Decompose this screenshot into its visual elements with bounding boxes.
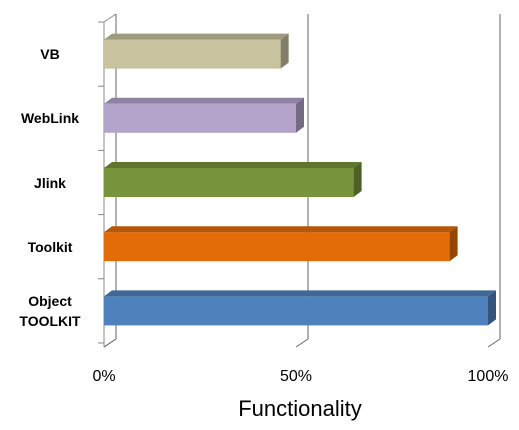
- bar-side: [353, 162, 362, 197]
- bar: [104, 162, 362, 197]
- floor-grid-line: [487, 338, 501, 348]
- category-label: Object TOOLKIT: [19, 292, 81, 329]
- bar: [104, 33, 289, 69]
- x-tick-label: 0%: [92, 368, 115, 385]
- category-label: Toolkit: [27, 238, 73, 255]
- bar-top: [104, 162, 362, 168]
- category-label: WebLink: [20, 110, 80, 127]
- bar-side: [296, 97, 304, 133]
- bar-front: [104, 168, 354, 197]
- bar-front: [104, 39, 281, 69]
- bar-top: [104, 226, 458, 233]
- floor-grid-line: [103, 338, 117, 348]
- wall-edge: [103, 13, 117, 23]
- floor-grid-line: [295, 338, 309, 348]
- bar: [104, 97, 304, 133]
- x-axis-title: Functionality: [238, 396, 362, 421]
- bar: [104, 290, 496, 326]
- category-label: Jlink: [34, 174, 66, 191]
- bar-side: [280, 33, 289, 69]
- bar-top: [104, 33, 289, 40]
- bar-side: [488, 290, 496, 326]
- x-tick-label: 50%: [280, 368, 312, 385]
- bar-top: [104, 97, 304, 104]
- bar: [104, 226, 458, 262]
- bar-top: [104, 290, 496, 297]
- bar-side: [449, 226, 458, 262]
- bar-front: [104, 103, 296, 133]
- category-label: VB: [40, 46, 60, 63]
- x-tick-label: 100%: [468, 368, 509, 385]
- bar-front: [104, 232, 450, 262]
- bar-front: [104, 296, 488, 326]
